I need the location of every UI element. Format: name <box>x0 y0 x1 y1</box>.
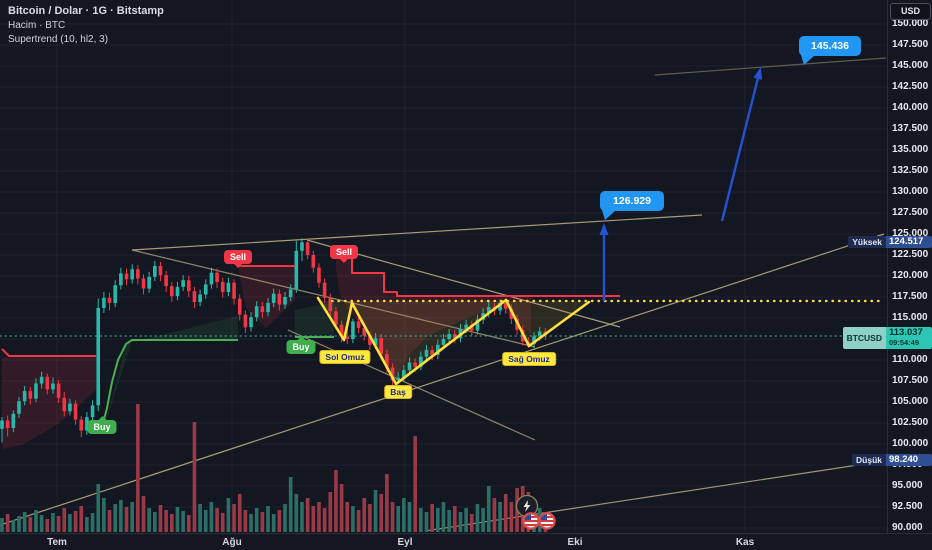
buy-signal-label: Buy <box>87 416 117 434</box>
price-tick: 102.500 <box>892 417 929 428</box>
pattern-label[interactable]: Sol Omuz <box>319 350 371 364</box>
price-tick: 90.000 <box>892 522 923 533</box>
supertrend-indicator-label[interactable]: Supertrend (10, hl2, 3) <box>8 34 109 45</box>
price-tick: 145.000 <box>892 60 929 71</box>
month-tick-Eyl: Eyl <box>397 537 413 548</box>
price-tick: 100.000 <box>892 438 929 449</box>
price-tick: 132.500 <box>892 165 929 176</box>
price-tick: 130.000 <box>892 186 929 197</box>
price-tick: 137.500 <box>892 123 929 134</box>
level-lines <box>0 299 887 337</box>
label-name: BTCUSD <box>842 327 886 349</box>
target-label-tail <box>801 55 815 65</box>
price-tick: 142.500 <box>892 81 929 92</box>
time-axis[interactable]: Tem Ağu Eyl Eki Kas <box>0 533 932 550</box>
buy-signal-label: Buy <box>286 336 316 354</box>
target-arrows[interactable] <box>599 67 763 301</box>
price-target-label[interactable]: 126.929 <box>600 191 664 220</box>
price-axis[interactable]: 150.000 147.500 145.000 142.500 140.000 137.5… <box>887 0 932 533</box>
price-chart-canvas[interactable] <box>0 0 887 533</box>
supertrend-fill <box>2 258 531 449</box>
month-tick-Eki: Eki <box>567 537 583 548</box>
label-value: 98.240 <box>886 454 932 466</box>
price-tick: 110.000 <box>892 354 928 365</box>
price-tick: 140.000 <box>892 102 929 113</box>
supertrend-lines <box>1 257 620 432</box>
price-tick: 117.500 <box>892 291 928 302</box>
price-tick: 125.000 <box>892 228 929 239</box>
candlesticks <box>0 238 548 443</box>
grid-lines <box>0 0 887 533</box>
trendlines[interactable] <box>0 57 887 532</box>
countdown-timer: 09:54:49 <box>889 338 920 347</box>
price-tick: 92.500 <box>892 501 923 512</box>
price-tick: 120.000 <box>892 270 929 281</box>
currency-toggle-button[interactable]: USD <box>890 3 931 20</box>
sell-signal-label: Sell <box>223 250 253 268</box>
label-name: Yüksek <box>848 236 886 248</box>
düşük-price-label: Düşük 98.240 <box>852 454 932 466</box>
volume-indicator-label[interactable]: Hacim · BTC <box>8 20 66 31</box>
month-tick-Kas: Kas <box>735 537 755 548</box>
price-tick: 122.500 <box>892 249 929 260</box>
price-tick: 115.000 <box>892 312 928 323</box>
label-name: Düşük <box>852 454 886 466</box>
pattern-label[interactable]: Sağ Omuz <box>502 352 556 366</box>
price-tick: 107.500 <box>892 375 929 386</box>
chart-legend[interactable]: Bitcoin / Dolar · 1G · Bitstamp Hacim · … <box>8 5 164 46</box>
symbol-title[interactable]: Bitcoin / Dolar · 1G · Bitstamp <box>8 5 164 17</box>
price-tick: 135.000 <box>892 144 929 155</box>
yüksek-price-label: Yüksek 124.517 <box>848 236 932 248</box>
month-tick-Ağu: Ağu <box>222 537 242 548</box>
sell-signal-label: Sell <box>329 245 359 263</box>
head-and-shoulders-zigzag[interactable] <box>316 296 591 386</box>
label-value: 113.037 09:54:49 <box>886 327 932 349</box>
price-tick: 127.500 <box>892 207 929 218</box>
event-icons[interactable] <box>515 494 556 530</box>
price-tick: 105.000 <box>892 396 929 407</box>
price-tick: 150.000 <box>892 18 929 29</box>
target-label-tail <box>602 210 616 220</box>
price-target-label[interactable]: 145.436 <box>799 36 861 65</box>
price-tick: 95.000 <box>892 480 923 491</box>
month-tick-Tem: Tem <box>47 537 67 548</box>
price-tick: 147.500 <box>892 39 929 50</box>
btcusd-price-label: BTCUSD 113.037 09:54:49 <box>842 327 932 349</box>
label-value: 124.517 <box>886 236 932 248</box>
pattern-label[interactable]: Baş <box>384 385 412 399</box>
